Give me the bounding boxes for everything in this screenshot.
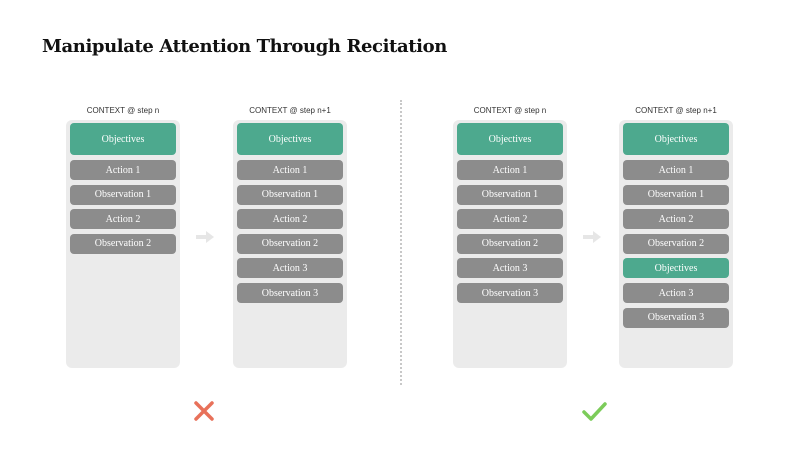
context-block: Action 1 bbox=[70, 160, 176, 180]
context-block: Action 2 bbox=[237, 209, 343, 230]
context-block: Observation 2 bbox=[457, 233, 563, 254]
context-block: Action 2 bbox=[623, 209, 729, 230]
context-block: Observation 1 bbox=[623, 184, 729, 205]
context-block: Action 2 bbox=[457, 209, 563, 230]
context-panel: Objectives Action 1 Observation 1 Action 2 O… bbox=[453, 120, 567, 368]
context-block: Observation 3 bbox=[237, 283, 343, 303]
context-label: CONTEXT @ step n+1 bbox=[635, 106, 717, 115]
context-panel: Objectives Action 1 Observation 1 Action 2 O… bbox=[233, 120, 347, 368]
context-block: Observation 3 bbox=[623, 307, 729, 328]
context-panel: Objectives Action 1 Observation 1 Action 2 O… bbox=[619, 120, 733, 368]
cross-icon bbox=[194, 401, 214, 421]
context-block: Observation 1 bbox=[457, 184, 563, 205]
context-block: Observation 1 bbox=[70, 184, 176, 205]
arrow-right-icon bbox=[583, 231, 601, 243]
context-block: Observation 3 bbox=[457, 283, 563, 303]
objectives-block: Objectives bbox=[237, 123, 343, 155]
context-block: Action 3 bbox=[623, 283, 729, 303]
slide-title: Manipulate Attention Through Recitation bbox=[42, 36, 447, 57]
context-block: Action 1 bbox=[237, 160, 343, 180]
objectives-block: Objectives bbox=[623, 258, 729, 279]
context-block: Action 1 bbox=[457, 160, 563, 180]
context-label: CONTEXT @ step n bbox=[473, 106, 547, 115]
context-label: CONTEXT @ step n bbox=[86, 106, 160, 115]
context-block: Action 1 bbox=[623, 160, 729, 180]
context-block: Observation 2 bbox=[70, 233, 176, 254]
context-block: Action 2 bbox=[70, 209, 176, 230]
context-block: Observation 1 bbox=[237, 184, 343, 205]
objectives-block: Objectives bbox=[623, 123, 729, 155]
arrow-right-icon bbox=[196, 231, 214, 243]
context-block: Action 3 bbox=[457, 258, 563, 279]
context-block: Observation 2 bbox=[623, 233, 729, 254]
check-icon bbox=[582, 402, 607, 421]
objectives-block: Objectives bbox=[457, 123, 563, 155]
divider bbox=[400, 100, 402, 385]
context-block: Observation 2 bbox=[237, 233, 343, 254]
context-label: CONTEXT @ step n+1 bbox=[249, 106, 331, 115]
context-panel: Objectives Action 1 Observation 1 Action 2 O… bbox=[66, 120, 180, 368]
objectives-block: Objectives bbox=[70, 123, 176, 155]
context-block: Action 3 bbox=[237, 258, 343, 279]
